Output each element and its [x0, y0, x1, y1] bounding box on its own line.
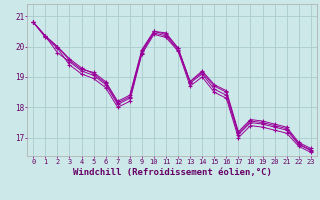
X-axis label: Windchill (Refroidissement éolien,°C): Windchill (Refroidissement éolien,°C) — [73, 168, 271, 177]
